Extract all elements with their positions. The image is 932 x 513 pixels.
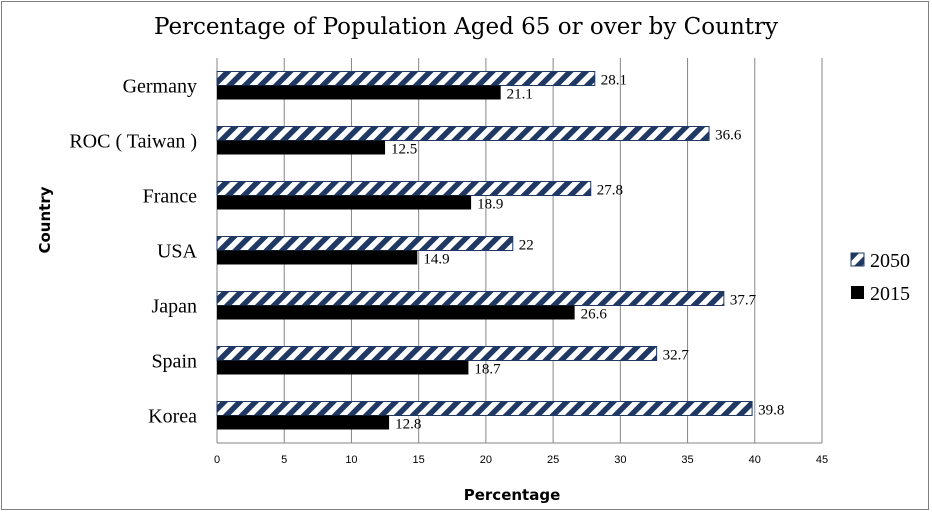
category-label: ROC ( Taiwan ) [69,131,197,153]
x-tick-label: 30 [614,454,626,466]
category-label: USA [157,241,198,263]
data-label: 22 [519,238,534,254]
x-tick-label: 15 [413,454,425,466]
bar-2050 [216,71,596,86]
legend-swatch-2015 [851,286,864,299]
bar-2050 [216,401,753,416]
bar-2015 [217,195,472,210]
x-tick-label: 10 [345,454,357,466]
data-label: 26.6 [581,307,608,323]
legend-swatch-2050 [850,252,865,267]
bar-2050 [216,346,658,361]
bar-2050 [216,291,725,306]
gridlines [216,58,823,444]
category-label: Korea [148,406,197,428]
legend-label-2050: 2050 [870,250,910,272]
bar-2015 [217,305,575,320]
data-label: 21.1 [507,87,533,103]
x-tick-label: 0 [214,454,220,466]
x-axis-title: Percentage [464,486,561,504]
data-label: 36.6 [715,128,742,144]
data-label: 32.7 [663,348,690,364]
data-labels: 28.1 21.1 36.6 12.5 27.8 18.9 22 14.9 37.7 26.6 32… [391,73,784,433]
x-tick-label: 45 [816,454,828,466]
bar-2050 [216,236,514,251]
bar-2015 [217,85,501,100]
x-tick-label: 5 [281,454,287,466]
data-label: 39.8 [758,403,784,419]
legend: 2050 2015 [850,250,910,305]
category-label: France [143,186,198,208]
x-tick-label: 40 [749,454,761,466]
bar-2050 [216,126,710,141]
data-label: 28.1 [601,73,627,89]
legend-label-2015: 2015 [870,283,910,305]
category-label: Germany [123,76,197,98]
bar-2050 [216,181,592,196]
bar-2015 [217,360,469,375]
data-label: 37.7 [730,293,757,309]
x-tick-labels: 0 5 10 15 20 25 30 35 40 45 [214,454,828,466]
data-label: 18.7 [474,362,501,378]
data-label: 12.5 [391,142,417,158]
data-label: 27.8 [597,183,623,199]
bar-2015 [217,250,418,265]
x-tick-label: 35 [681,454,693,466]
category-label: Japan [151,296,197,318]
y-axis-title: Country [36,186,54,253]
bars [216,71,753,430]
chart-title: Percentage of Population Aged 65 or over… [154,14,778,40]
x-tick-label: 20 [480,454,492,466]
data-label: 14.9 [423,252,449,268]
category-labels: Germany ROC ( Taiwan ) France USA Japan Spain… [69,76,197,428]
x-tick-label: 25 [547,454,559,466]
data-label: 12.8 [395,417,421,433]
bar-2015 [217,140,386,155]
category-label: Spain [151,351,197,373]
data-label: 18.9 [477,197,503,213]
bar-2015 [217,415,390,430]
